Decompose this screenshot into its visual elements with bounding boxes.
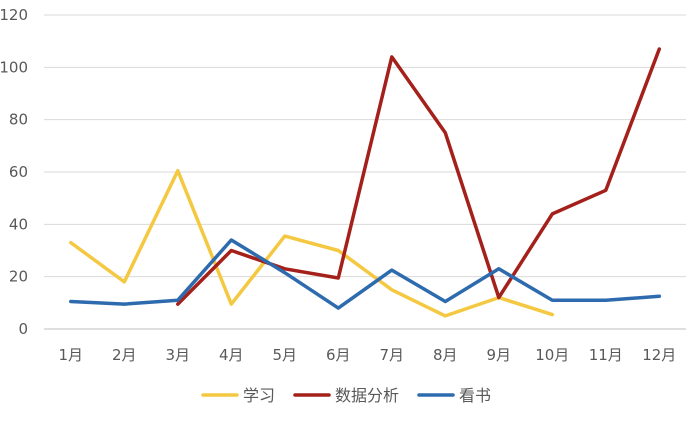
legend-item-1: 数据分析 — [293, 386, 399, 405]
y-tick-label: 40 — [9, 215, 28, 233]
series-line-1 — [176, 47, 662, 306]
x-tick-label: 3月 — [165, 346, 190, 364]
legend-label: 数据分析 — [335, 386, 399, 405]
y-axis-ticks: 0 20 40 60 80 100 120 — [0, 6, 28, 338]
legend-item-2: 看书 — [417, 386, 491, 405]
x-tick-label: 11月 — [589, 346, 623, 364]
y-tick-label: 100 — [0, 58, 28, 76]
legend-label: 学习 — [243, 386, 275, 405]
x-tick-label: 12月 — [642, 346, 676, 364]
series-path — [69, 238, 662, 310]
series-lines — [69, 47, 662, 318]
legend-item-0: 学习 — [201, 386, 275, 405]
series-line-0 — [69, 168, 555, 318]
x-tick-label: 7月 — [379, 346, 404, 364]
series-path — [69, 168, 555, 318]
series-path — [176, 47, 662, 306]
y-tick-label: 80 — [9, 111, 28, 129]
legend: 学习 数据分析 看书 — [201, 386, 491, 405]
x-tick-label: 4月 — [219, 346, 244, 364]
y-tick-label: 0 — [18, 320, 28, 338]
x-tick-label: 6月 — [326, 346, 351, 364]
y-tick-label: 20 — [9, 268, 28, 286]
y-tick-label: 60 — [9, 163, 28, 181]
x-axis-ticks: 1月 2月 3月 4月 5月 6月 7月 8月 9月 10月 11月 12月 — [58, 346, 676, 364]
y-tick-label: 120 — [0, 6, 28, 24]
legend-label: 看书 — [459, 386, 491, 405]
x-tick-label: 9月 — [486, 346, 511, 364]
x-tick-label: 8月 — [433, 346, 458, 364]
x-tick-label: 5月 — [272, 346, 297, 364]
series-line-2 — [69, 238, 662, 310]
x-tick-label: 10月 — [535, 346, 569, 364]
x-tick-label: 2月 — [112, 346, 137, 364]
x-tick-label: 1月 — [58, 346, 83, 364]
